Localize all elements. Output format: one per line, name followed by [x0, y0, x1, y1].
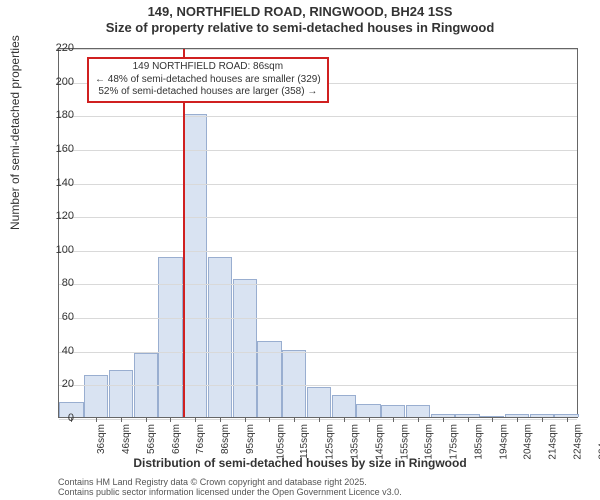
- gridline: [59, 217, 577, 218]
- bar: [109, 370, 133, 417]
- gridline: [59, 251, 577, 252]
- bar: [505, 414, 529, 417]
- xtick-mark: [146, 418, 147, 422]
- xtick-mark: [542, 418, 543, 422]
- ytick-label: 140: [44, 177, 74, 189]
- callout-line2: ← 48% of semi-detached houses are smalle…: [95, 74, 321, 87]
- xtick-label: 175sqm: [449, 424, 460, 460]
- xtick-label: 185sqm: [473, 424, 484, 460]
- ytick-label: 80: [44, 277, 74, 289]
- ytick-label: 100: [44, 244, 74, 256]
- gridline: [59, 419, 577, 420]
- xtick-mark: [294, 418, 295, 422]
- footer-text: Contains HM Land Registry data © Crown c…: [58, 478, 402, 498]
- xtick-label: 46sqm: [121, 424, 132, 454]
- bar: [530, 414, 554, 417]
- xtick-mark: [369, 418, 370, 422]
- ytick-label: 0: [44, 412, 74, 424]
- y-axis-label: Number of semi-detached properties: [8, 35, 22, 230]
- xtick-label: 125sqm: [325, 424, 336, 460]
- xtick-mark: [96, 418, 97, 422]
- xtick-label: 36sqm: [96, 424, 107, 454]
- bar: [183, 114, 207, 417]
- xtick-label: 214sqm: [548, 424, 559, 460]
- xtick-mark: [170, 418, 171, 422]
- ytick-label: 20: [44, 378, 74, 390]
- xtick-mark: [492, 418, 493, 422]
- ytick-label: 200: [44, 76, 74, 88]
- ytick-label: 60: [44, 311, 74, 323]
- bar: [307, 387, 331, 417]
- xtick-mark: [443, 418, 444, 422]
- xtick-mark: [418, 418, 419, 422]
- bar: [233, 279, 257, 417]
- callout-box: 149 NORTHFIELD ROAD: 86sqm ← 48% of semi…: [87, 57, 329, 103]
- title-line2: Size of property relative to semi-detach…: [0, 20, 600, 36]
- gridline: [59, 116, 577, 117]
- xtick-mark: [121, 418, 122, 422]
- xtick-mark: [245, 418, 246, 422]
- bar: [282, 350, 306, 417]
- footer-line2: Contains public sector information licen…: [58, 488, 402, 498]
- bar: [208, 257, 232, 417]
- x-axis-label: Distribution of semi-detached houses by …: [0, 456, 600, 470]
- gridline: [59, 284, 577, 285]
- xtick-mark: [195, 418, 196, 422]
- xtick-label: 56sqm: [146, 424, 157, 454]
- bar: [356, 404, 380, 417]
- xtick-mark: [269, 418, 270, 422]
- xtick-label: 86sqm: [220, 424, 231, 454]
- gridline: [59, 318, 577, 319]
- ytick-label: 40: [44, 345, 74, 357]
- xtick-mark: [517, 418, 518, 422]
- bar: [406, 405, 430, 417]
- gridline: [59, 150, 577, 151]
- bar: [381, 405, 405, 417]
- xtick-label: 165sqm: [424, 424, 435, 460]
- xtick-mark: [319, 418, 320, 422]
- bars-layer: [59, 49, 577, 417]
- gridline: [59, 184, 577, 185]
- chart-container: 149, NORTHFIELD ROAD, RINGWOOD, BH24 1SS…: [0, 0, 600, 500]
- xtick-label: 145sqm: [374, 424, 385, 460]
- xtick-label: 224sqm: [572, 424, 583, 460]
- title-block: 149, NORTHFIELD ROAD, RINGWOOD, BH24 1SS…: [0, 0, 600, 35]
- xtick-mark: [567, 418, 568, 422]
- title-line1: 149, NORTHFIELD ROAD, RINGWOOD, BH24 1SS: [0, 4, 600, 20]
- xtick-mark: [220, 418, 221, 422]
- xtick-label: 135sqm: [350, 424, 361, 460]
- xtick-label: 115sqm: [299, 424, 310, 459]
- xtick-label: 76sqm: [195, 424, 206, 454]
- bar: [84, 375, 108, 417]
- xtick-mark: [344, 418, 345, 422]
- xtick-label: 105sqm: [275, 424, 286, 460]
- indicator-line: [183, 49, 185, 417]
- xtick-label: 204sqm: [523, 424, 534, 460]
- gridline: [59, 352, 577, 353]
- callout-line3: 52% of semi-detached houses are larger (…: [95, 86, 321, 99]
- gridline: [59, 385, 577, 386]
- xtick-label: 66sqm: [171, 424, 182, 454]
- bar: [554, 414, 578, 417]
- bar: [480, 416, 504, 417]
- xtick-label: 155sqm: [399, 424, 410, 460]
- ytick-label: 160: [44, 143, 74, 155]
- callout-line1: 149 NORTHFIELD ROAD: 86sqm: [95, 61, 321, 74]
- ytick-label: 220: [44, 42, 74, 54]
- plot-area: 149 NORTHFIELD ROAD: 86sqm ← 48% of semi…: [58, 48, 578, 418]
- xtick-label: 95sqm: [245, 424, 256, 454]
- xtick-mark: [468, 418, 469, 422]
- xtick-label: 194sqm: [498, 424, 509, 460]
- bar: [455, 414, 479, 417]
- bar: [431, 414, 455, 417]
- gridline: [59, 49, 577, 50]
- xtick-mark: [393, 418, 394, 422]
- ytick-label: 180: [44, 109, 74, 121]
- ytick-label: 120: [44, 210, 74, 222]
- bar: [158, 257, 182, 417]
- bar: [332, 395, 356, 417]
